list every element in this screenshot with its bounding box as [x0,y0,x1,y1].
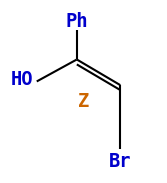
Text: Br: Br [109,152,131,171]
Text: Z: Z [78,92,89,111]
Text: HO: HO [11,70,33,89]
Text: Ph: Ph [66,12,88,31]
